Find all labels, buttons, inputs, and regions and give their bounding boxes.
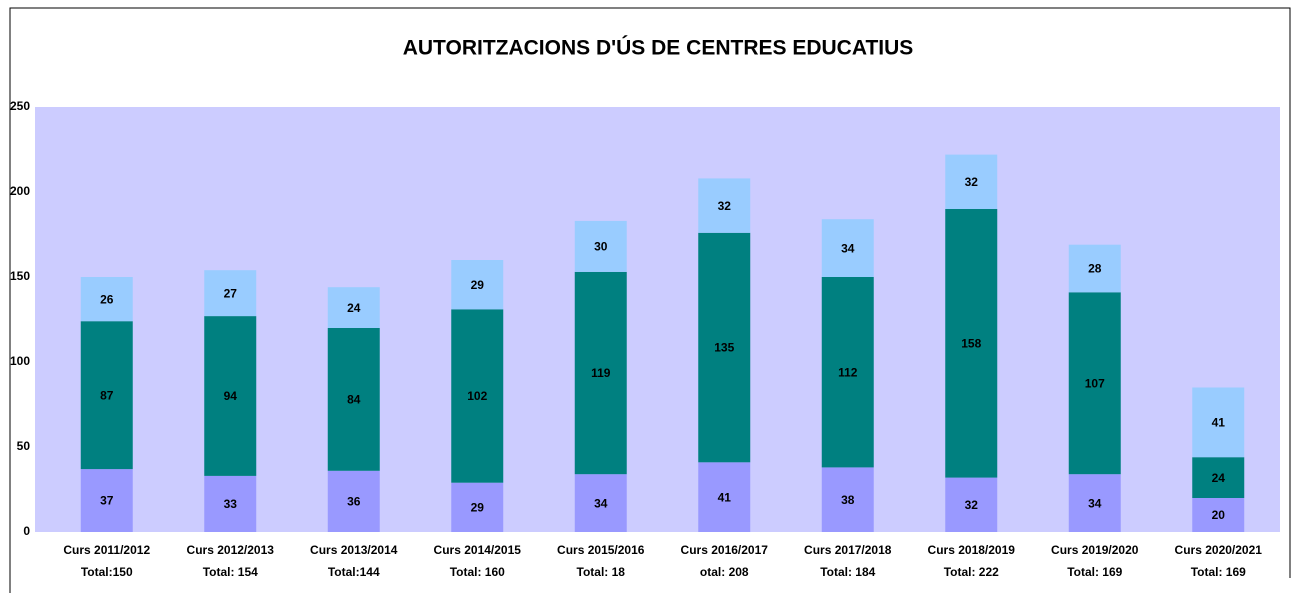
data-label: 107 bbox=[1085, 376, 1105, 390]
bar-segment bbox=[574, 271, 627, 475]
data-label: 102 bbox=[467, 389, 487, 403]
y-tick-label: 0 bbox=[23, 524, 30, 538]
y-tick-label: 150 bbox=[10, 269, 30, 283]
data-label: 33 bbox=[224, 497, 238, 511]
y-tick-label: 50 bbox=[17, 439, 31, 453]
x-tick-total: Total: 169 bbox=[1067, 565, 1122, 579]
data-label: 158 bbox=[961, 336, 981, 350]
x-tick-total: Total: 18 bbox=[577, 565, 626, 579]
data-label: 37 bbox=[100, 494, 114, 508]
bar-segment bbox=[204, 316, 257, 476]
bar-segment bbox=[1192, 387, 1245, 458]
bar-segment bbox=[698, 178, 751, 233]
bar-segment bbox=[1192, 498, 1245, 532]
x-tick-label: Curs 2017/2018 bbox=[804, 543, 892, 557]
bar-segment bbox=[451, 482, 504, 532]
data-label: 26 bbox=[100, 292, 114, 306]
x-tick-total: Total:144 bbox=[328, 565, 380, 579]
bar-segment bbox=[821, 219, 874, 277]
bar-segment bbox=[698, 462, 751, 532]
chart-frame bbox=[9, 7, 1291, 593]
bar-segment bbox=[451, 260, 504, 310]
bar-segment bbox=[1068, 474, 1121, 532]
x-tick-total: Total: 154 bbox=[203, 565, 258, 579]
bar-segment bbox=[327, 470, 380, 532]
bar-segment bbox=[945, 209, 998, 478]
x-tick-total: Total: 184 bbox=[820, 565, 875, 579]
data-label: 36 bbox=[347, 495, 361, 509]
bar-segment bbox=[945, 477, 998, 532]
bar-segment bbox=[80, 277, 133, 322]
data-label: 87 bbox=[100, 388, 114, 402]
data-label: 34 bbox=[841, 241, 855, 255]
x-tick-label: Curs 2015/2016 bbox=[557, 543, 645, 557]
data-label: 29 bbox=[471, 278, 485, 292]
y-tick-label: 250 bbox=[10, 99, 30, 113]
data-label: 28 bbox=[1088, 262, 1102, 276]
x-tick-label: Curs 2018/2019 bbox=[928, 543, 1016, 557]
bar-segment bbox=[945, 154, 998, 209]
x-tick-label: Curs 2012/2013 bbox=[187, 543, 275, 557]
bar-segment bbox=[1068, 292, 1121, 475]
data-label: 32 bbox=[965, 175, 979, 189]
chart-title: AUTORITZACIONS D'ÚS DE CENTRES EDUCATIUS bbox=[403, 36, 914, 60]
bar-segment bbox=[1192, 457, 1245, 498]
data-label: 34 bbox=[1088, 496, 1102, 510]
data-label: 20 bbox=[1212, 508, 1226, 522]
bar-segment bbox=[821, 277, 874, 468]
data-label: 34 bbox=[594, 496, 608, 510]
bar-segment bbox=[451, 309, 504, 483]
data-label: 38 bbox=[841, 493, 855, 507]
data-label: 27 bbox=[224, 286, 238, 300]
data-label: 30 bbox=[594, 240, 608, 254]
data-label: 135 bbox=[714, 341, 734, 355]
x-tick-label: Curs 2014/2015 bbox=[434, 543, 522, 557]
x-tick-total: Total: 222 bbox=[944, 565, 999, 579]
x-tick-label: Curs 2019/2020 bbox=[1051, 543, 1139, 557]
data-label: 32 bbox=[718, 199, 732, 213]
bar-segment bbox=[821, 467, 874, 532]
x-tick-total: Total:150 bbox=[81, 565, 133, 579]
x-tick-total: Total: 160 bbox=[450, 565, 505, 579]
data-label: 24 bbox=[347, 301, 361, 315]
bar-segment bbox=[204, 475, 257, 532]
x-tick-label: Curs 2011/2012 bbox=[63, 543, 150, 557]
data-label: 29 bbox=[471, 501, 485, 515]
y-tick-label: 200 bbox=[10, 184, 30, 198]
data-label: 119 bbox=[591, 366, 611, 380]
bar-segment bbox=[698, 232, 751, 463]
bar-segment bbox=[574, 220, 627, 272]
data-label: 112 bbox=[838, 365, 858, 379]
x-tick-label: Curs 2020/2021 bbox=[1175, 543, 1263, 557]
bar-segment bbox=[574, 474, 627, 532]
data-label: 94 bbox=[224, 389, 238, 403]
data-label: 41 bbox=[718, 490, 732, 504]
x-tick-total: otal: 208 bbox=[700, 565, 749, 579]
data-label: 32 bbox=[965, 498, 979, 512]
x-tick-label: Curs 2013/2014 bbox=[310, 543, 398, 557]
data-label: 41 bbox=[1212, 416, 1226, 430]
data-label: 24 bbox=[1212, 471, 1226, 485]
bar-segment bbox=[204, 270, 257, 317]
bar-segment bbox=[327, 328, 380, 471]
data-label: 84 bbox=[347, 393, 361, 407]
x-tick-label: Curs 2016/2017 bbox=[681, 543, 769, 557]
x-tick-total: Total: 169 bbox=[1191, 565, 1246, 579]
bar-segment bbox=[1068, 244, 1121, 293]
y-tick-label: 100 bbox=[10, 354, 30, 368]
bar-segment bbox=[80, 321, 133, 470]
bar-segment bbox=[327, 287, 380, 328]
bar-segment bbox=[80, 469, 133, 532]
